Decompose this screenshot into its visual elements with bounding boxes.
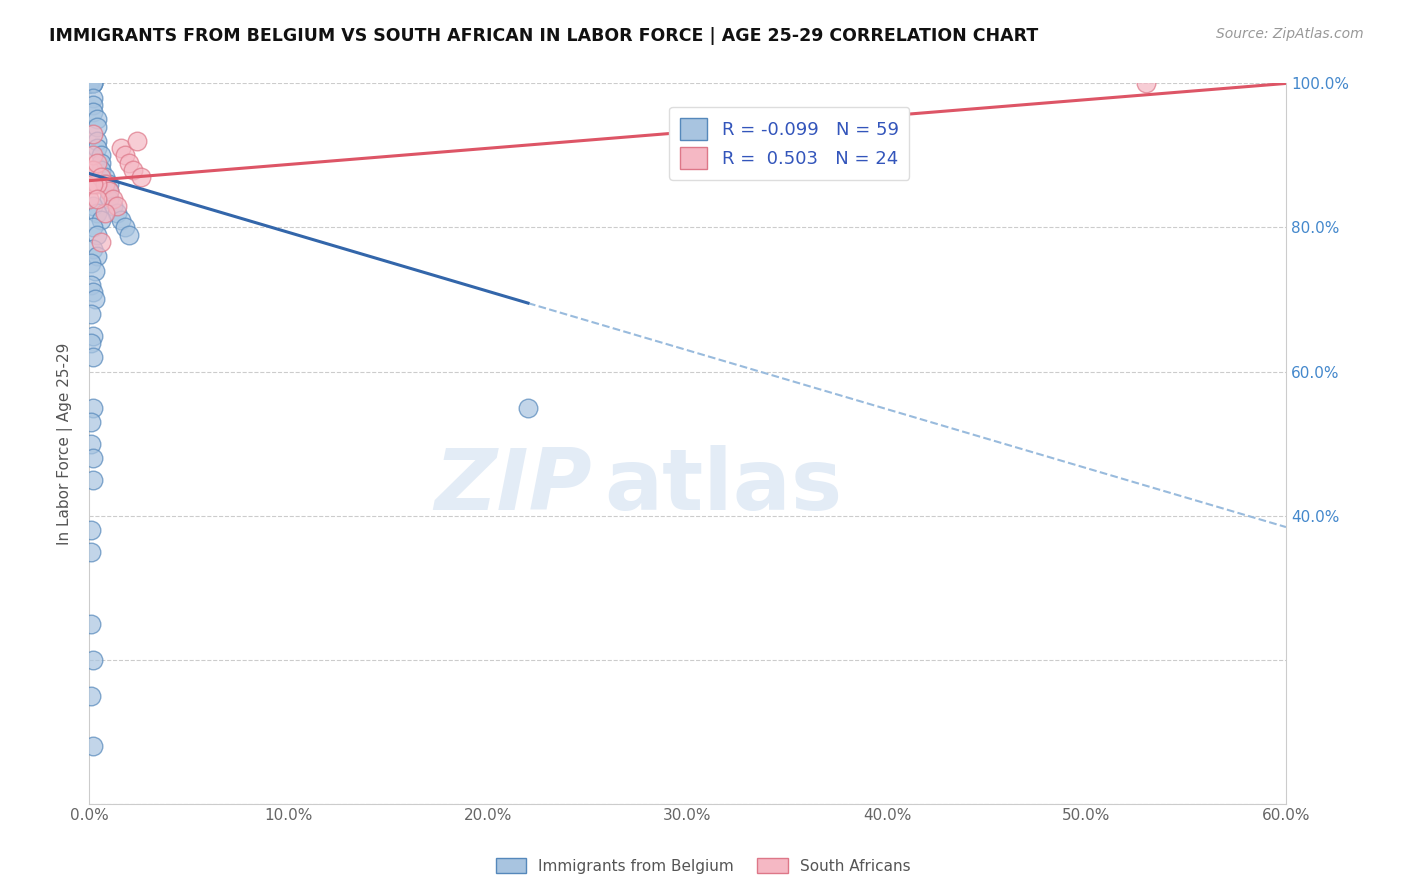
Point bbox=[82, 350, 104, 364]
Point bbox=[1135, 77, 1157, 91]
Point bbox=[129, 170, 152, 185]
Point bbox=[94, 206, 117, 220]
Text: atlas: atlas bbox=[603, 445, 842, 528]
Point bbox=[80, 278, 103, 293]
Point bbox=[77, 77, 100, 91]
Point bbox=[122, 162, 145, 177]
Point bbox=[82, 652, 104, 666]
Point bbox=[82, 328, 104, 343]
Point bbox=[101, 199, 124, 213]
Text: Source: ZipAtlas.com: Source: ZipAtlas.com bbox=[1216, 27, 1364, 41]
Point bbox=[82, 98, 104, 112]
Point bbox=[82, 148, 104, 162]
Point bbox=[86, 178, 108, 192]
Point bbox=[90, 235, 112, 249]
Point bbox=[82, 178, 104, 192]
Point bbox=[86, 192, 108, 206]
Point bbox=[77, 77, 100, 91]
Point bbox=[82, 285, 104, 300]
Point bbox=[82, 242, 104, 256]
Point bbox=[82, 450, 104, 465]
Point bbox=[80, 616, 103, 631]
Point bbox=[94, 178, 117, 192]
Point bbox=[80, 256, 103, 270]
Point bbox=[90, 170, 112, 185]
Point bbox=[90, 162, 112, 177]
Point bbox=[82, 220, 104, 235]
Point bbox=[86, 155, 108, 169]
Point bbox=[105, 199, 128, 213]
Point bbox=[84, 263, 107, 277]
Point bbox=[80, 544, 103, 558]
Point bbox=[82, 401, 104, 415]
Point bbox=[118, 155, 141, 169]
Point bbox=[82, 77, 104, 91]
Point bbox=[90, 155, 112, 169]
Point bbox=[86, 227, 108, 242]
Legend: R = -0.099   N = 59, R =  0.503   N = 24: R = -0.099 N = 59, R = 0.503 N = 24 bbox=[669, 107, 910, 180]
Point bbox=[101, 192, 124, 206]
Point bbox=[77, 77, 100, 91]
Text: ZIP: ZIP bbox=[434, 445, 592, 528]
Point bbox=[86, 120, 108, 134]
Point bbox=[80, 307, 103, 321]
Point bbox=[82, 77, 104, 91]
Legend: Immigrants from Belgium, South Africans: Immigrants from Belgium, South Africans bbox=[489, 852, 917, 880]
Point bbox=[77, 77, 100, 91]
Point bbox=[114, 148, 136, 162]
Point bbox=[86, 249, 108, 263]
Y-axis label: In Labor Force | Age 25-29: In Labor Force | Age 25-29 bbox=[58, 343, 73, 545]
Point bbox=[77, 77, 100, 91]
Point bbox=[82, 91, 104, 105]
Point bbox=[94, 170, 117, 185]
Point bbox=[90, 213, 112, 227]
Point bbox=[98, 178, 121, 192]
Point bbox=[77, 162, 100, 177]
Point bbox=[82, 473, 104, 487]
Point bbox=[77, 77, 100, 91]
Point bbox=[94, 178, 117, 192]
Point bbox=[105, 206, 128, 220]
Point bbox=[114, 220, 136, 235]
Point bbox=[84, 293, 107, 307]
Point bbox=[80, 689, 103, 703]
Point bbox=[110, 213, 132, 227]
Point bbox=[77, 77, 100, 91]
Point bbox=[86, 206, 108, 220]
Point bbox=[118, 227, 141, 242]
Point bbox=[86, 112, 108, 127]
Point bbox=[82, 739, 104, 753]
Point bbox=[82, 77, 104, 91]
Point bbox=[98, 185, 121, 199]
Point bbox=[77, 192, 100, 206]
Point bbox=[77, 77, 100, 91]
Point bbox=[125, 134, 148, 148]
Point bbox=[98, 185, 121, 199]
Text: IMMIGRANTS FROM BELGIUM VS SOUTH AFRICAN IN LABOR FORCE | AGE 25-29 CORRELATION : IMMIGRANTS FROM BELGIUM VS SOUTH AFRICAN… bbox=[49, 27, 1039, 45]
Point bbox=[80, 335, 103, 350]
Point bbox=[517, 401, 540, 415]
Point bbox=[90, 148, 112, 162]
Point bbox=[82, 199, 104, 213]
Point bbox=[110, 141, 132, 155]
Point bbox=[82, 127, 104, 141]
Point bbox=[98, 192, 121, 206]
Point bbox=[80, 436, 103, 450]
Point bbox=[77, 178, 100, 192]
Point bbox=[82, 105, 104, 120]
Point bbox=[86, 134, 108, 148]
Point bbox=[82, 162, 104, 177]
Point bbox=[80, 415, 103, 429]
Point bbox=[80, 523, 103, 537]
Point bbox=[86, 141, 108, 155]
